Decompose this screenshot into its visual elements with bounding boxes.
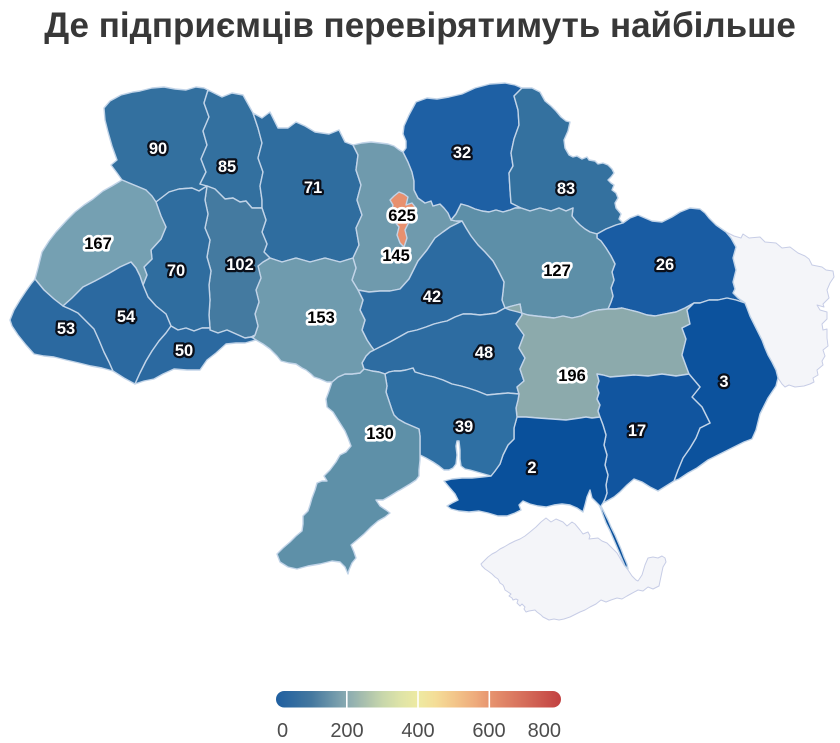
svg-text:625: 625 — [388, 207, 416, 225]
svg-text:90: 90 — [149, 140, 167, 158]
svg-text:83: 83 — [557, 180, 575, 198]
svg-text:167: 167 — [84, 235, 112, 253]
svg-text:17: 17 — [628, 422, 646, 440]
svg-text:50: 50 — [175, 342, 193, 360]
svg-text:54: 54 — [117, 308, 136, 326]
svg-text:42: 42 — [423, 288, 441, 306]
svg-text:53: 53 — [57, 320, 75, 338]
svg-text:85: 85 — [218, 158, 236, 176]
svg-text:127: 127 — [543, 262, 571, 280]
svg-text:2: 2 — [527, 459, 536, 477]
svg-text:196: 196 — [558, 367, 586, 385]
svg-text:3: 3 — [719, 373, 728, 391]
svg-text:800: 800 — [528, 720, 561, 742]
svg-text:39: 39 — [455, 418, 473, 436]
svg-text:200: 200 — [330, 720, 363, 742]
svg-text:600: 600 — [472, 720, 505, 742]
svg-text:400: 400 — [401, 720, 434, 742]
svg-text:0: 0 — [277, 720, 288, 742]
svg-text:102: 102 — [226, 256, 254, 274]
svg-text:48: 48 — [475, 344, 493, 362]
svg-text:153: 153 — [307, 309, 335, 327]
svg-text:32: 32 — [453, 144, 471, 162]
svg-text:71: 71 — [304, 179, 322, 197]
svg-text:26: 26 — [656, 256, 674, 274]
svg-text:145: 145 — [382, 247, 410, 265]
svg-text:130: 130 — [366, 425, 394, 443]
svg-text:70: 70 — [167, 262, 185, 280]
